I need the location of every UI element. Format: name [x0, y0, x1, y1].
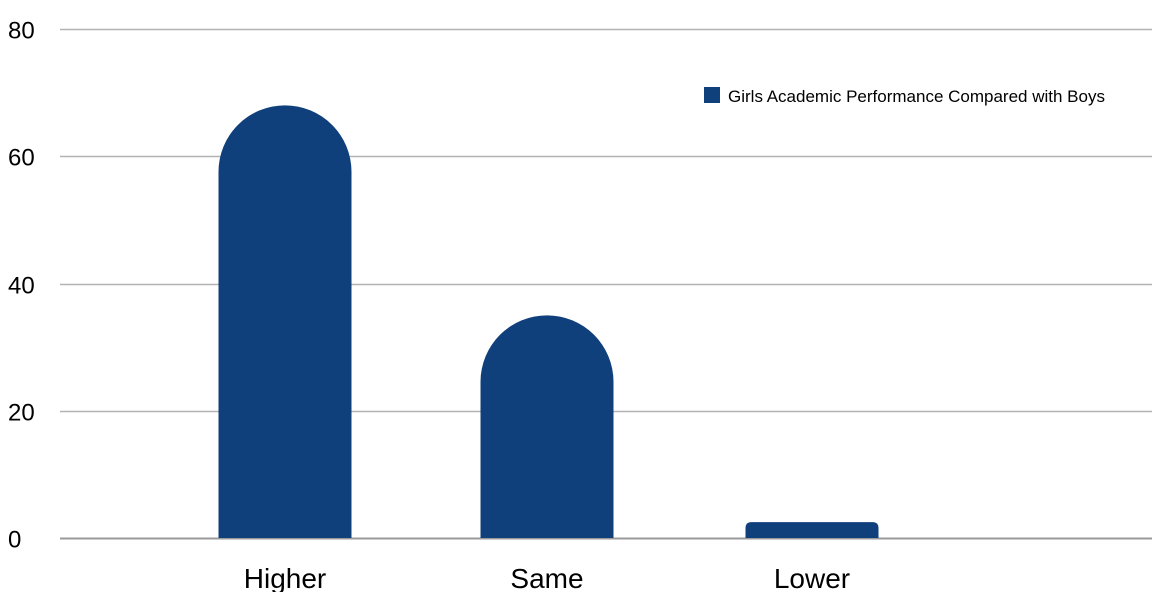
y-tick-label: 20 [8, 400, 35, 427]
bar-same [480, 315, 614, 538]
x-category-label: Higher [244, 563, 326, 592]
legend-swatch [704, 87, 720, 103]
bars [218, 105, 879, 538]
y-axis-tick-labels: 0 20 40 60 80 [8, 18, 35, 554]
y-tick-label: 0 [8, 527, 21, 554]
legend: Girls Academic Performance Compared with… [704, 87, 1105, 106]
x-category-label: Lower [774, 563, 850, 592]
y-tick-label: 60 [8, 145, 35, 172]
y-tick-label: 40 [8, 273, 35, 300]
y-tick-label: 80 [8, 18, 35, 45]
bar-lower [745, 522, 879, 538]
x-category-label: Same [510, 563, 583, 592]
legend-label: Girls Academic Performance Compared with… [728, 87, 1105, 106]
bar-higher [218, 105, 352, 538]
x-axis-category-labels: Higher Same Lower [244, 563, 850, 592]
